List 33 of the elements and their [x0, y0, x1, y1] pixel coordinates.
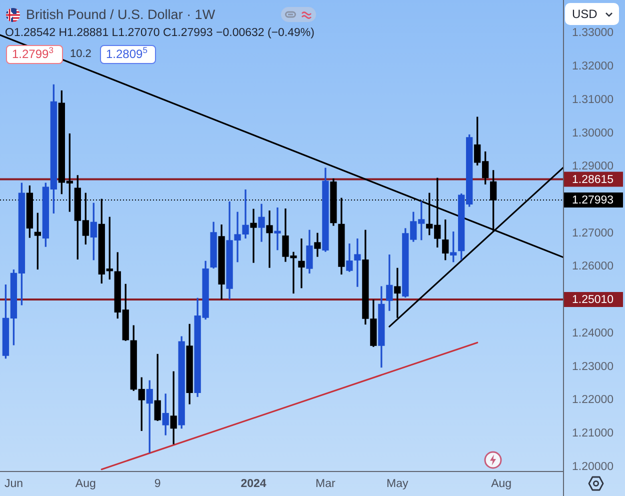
y-tick-label: 1.22000 — [572, 394, 614, 406]
x-tick-label: Aug — [491, 478, 512, 490]
ref-line-label: 1.28615 — [572, 174, 614, 186]
candlestick — [298, 238, 305, 288]
y-tick-label: 1.23000 — [572, 360, 614, 373]
x-tick-label: Jun — [4, 478, 23, 490]
candlestick — [354, 238, 361, 287]
text: O1.28542 H1.28881 L1.27070 C1.27993 −0.00632 (−0.49%) — [5, 27, 314, 39]
ref-line-label: 1.27993 — [572, 194, 614, 207]
y-tick-label: 1.30000 — [572, 127, 614, 140]
x-tick-label: May — [386, 478, 409, 490]
y-tick-label: 1.27000 — [572, 227, 614, 240]
text: USD — [572, 6, 598, 23]
y-tick-label: 1.21000 — [572, 427, 614, 440]
candlestick — [266, 210, 273, 268]
annotation: 1.2799$^{3}$ — [12, 45, 54, 63]
y-tick-label: 1.24000 — [572, 327, 614, 340]
x-tick-label: 2024 — [240, 478, 267, 490]
candlestick — [250, 208, 257, 263]
x-tick-label: 9 — [154, 478, 161, 490]
annotation: 10.2 — [70, 47, 92, 62]
ref-line-label: 1.25010 — [572, 294, 614, 306]
y-tick-label: 1.29000 — [572, 160, 614, 173]
y-tick-label: 1.32000 — [572, 60, 614, 73]
y-tick-label: 1.20000 — [572, 460, 614, 473]
annotation: 1.2809$^{5}$ — [106, 45, 148, 63]
y-tick-label: 1.33000 — [572, 27, 614, 40]
text: British Pound / U.S. Dollar · 1W — [26, 7, 216, 22]
y-tick-label: 1.26000 — [572, 260, 614, 273]
candlestick — [274, 207, 281, 250]
x-tick-label: Aug — [75, 478, 96, 490]
x-tick-label: Mar — [316, 478, 336, 490]
y-tick-label: 1.31000 — [572, 94, 614, 106]
